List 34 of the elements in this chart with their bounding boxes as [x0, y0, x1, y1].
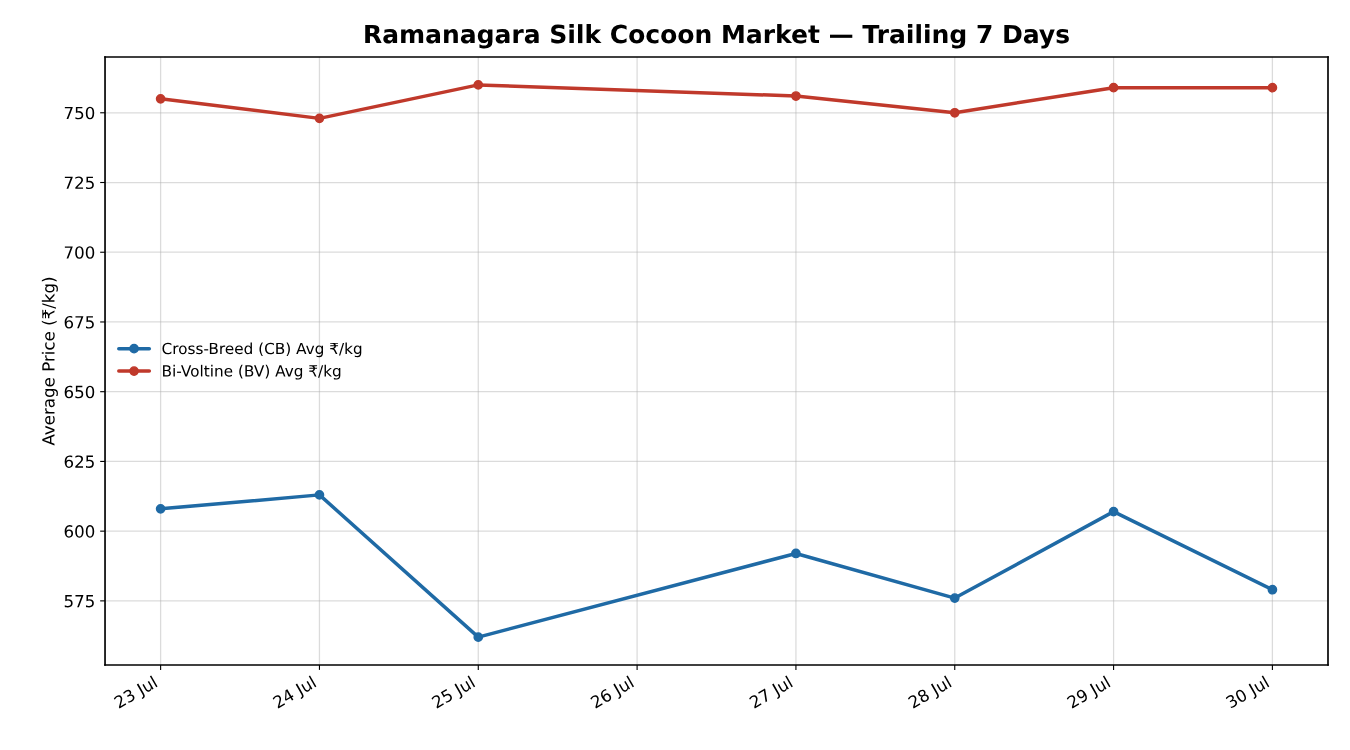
x-tick-label: 24 Jul	[272, 675, 319, 712]
point	[791, 548, 801, 559]
x-tick-label: 26 Jul	[589, 675, 636, 712]
point	[949, 107, 960, 118]
x-tick-label: 27 Jul	[748, 675, 795, 712]
point	[1108, 506, 1119, 517]
y-tick-label: 700	[64, 246, 95, 259]
x-tick-label: 29 Jul	[1066, 675, 1113, 712]
point	[314, 113, 325, 124]
point	[155, 93, 166, 104]
y-tick-label: 750	[64, 106, 95, 120]
point	[949, 593, 960, 603]
x-tick-label: 25 Jul	[430, 675, 477, 712]
point	[473, 80, 484, 90]
x-tick-label: 30 Jul	[1225, 675, 1271, 712]
point	[473, 632, 484, 642]
y-axis-title: Average Price (₹/kg)	[41, 277, 58, 446]
y-tick-label: 725	[64, 176, 94, 190]
point	[1267, 82, 1278, 93]
y-tick-label: 575	[64, 595, 94, 608]
y-tick-label: 675	[64, 315, 94, 329]
y-tick-label: 600	[64, 525, 95, 538]
x-tick-label: 28 Jul	[907, 675, 954, 712]
point	[1267, 584, 1278, 595]
point	[1108, 82, 1119, 93]
legend-label: Bi-Voltine (BV) Avg ₹/kg	[163, 364, 341, 380]
x-tick-label: 23 Jul	[113, 675, 160, 712]
y-tick-label: 650	[64, 385, 95, 399]
chart-title: Ramanagara Silk Cocoon Market — Trailing 7 Days	[365, 24, 1069, 49]
point	[155, 503, 166, 514]
point	[791, 91, 801, 101]
point	[314, 490, 325, 500]
legend-label: Cross-Breed (CB) Avg ₹/kg	[162, 342, 362, 358]
y-tick-label: 625	[64, 455, 94, 468]
